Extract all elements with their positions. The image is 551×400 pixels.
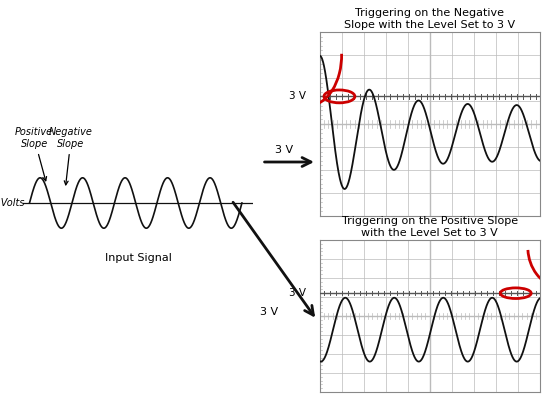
Title: Triggering on the Negative
Slope with the Level Set to 3 V: Triggering on the Negative Slope with th… — [344, 8, 515, 30]
Text: Zero Volts: Zero Volts — [0, 198, 25, 208]
Text: Input Signal: Input Signal — [105, 254, 171, 264]
Text: Negative
Slope: Negative Slope — [49, 127, 93, 185]
Title: Triggering on the Positive Slope
with the Level Set to 3 V: Triggering on the Positive Slope with th… — [342, 216, 518, 238]
Text: Positive
Slope: Positive Slope — [15, 127, 53, 181]
Text: 3 V: 3 V — [260, 307, 278, 317]
Text: 3 V: 3 V — [289, 288, 306, 298]
Text: 3 V: 3 V — [289, 91, 306, 101]
Text: 3 V: 3 V — [275, 145, 293, 155]
